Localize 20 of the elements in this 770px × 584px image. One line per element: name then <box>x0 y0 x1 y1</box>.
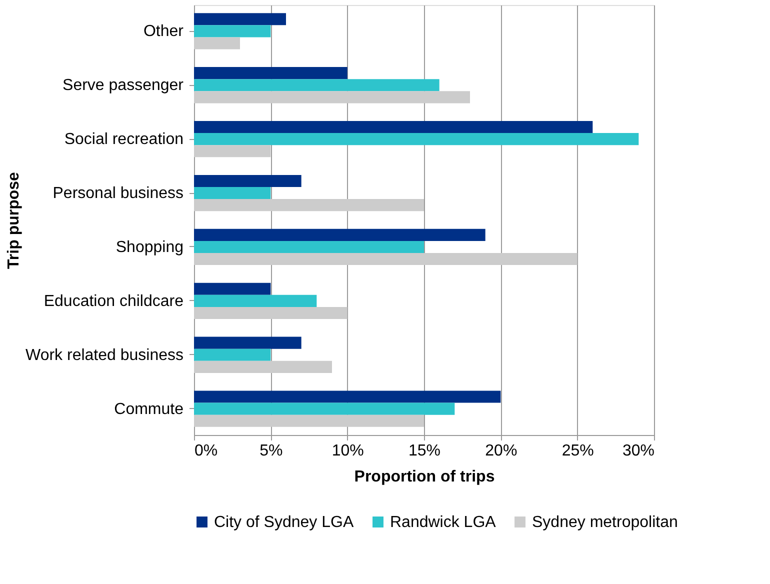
y-tick-label: Other <box>143 23 184 40</box>
y-tick-label: Shopping <box>116 238 184 256</box>
x-tick-label: 20% <box>485 442 518 460</box>
y-axis-title: Trip purpose <box>6 172 22 269</box>
y-tick-label: Work related business <box>26 346 184 364</box>
x-axis-title: Proportion of trips <box>354 468 495 486</box>
y-tick-label: Personal business <box>52 185 184 202</box>
y-tick-label: Commute <box>114 400 184 418</box>
y-tick-label: Social recreation <box>64 131 184 148</box>
x-tick-label: 5% <box>260 442 283 460</box>
x-tick-label: 10% <box>332 442 364 460</box>
x-tick-label: 0% <box>194 442 218 460</box>
legend-label: City of Sydney LGA <box>214 514 354 531</box>
legend-label: Randwick LGA <box>390 514 496 531</box>
x-tick-label: 25% <box>562 442 594 460</box>
y-tick-label: Education childcare <box>44 292 184 310</box>
y-tick-label: Serve passenger <box>62 77 184 94</box>
x-tick-label: 15% <box>408 442 441 460</box>
x-tick-label: 30% <box>622 442 654 460</box>
legend-label: Sydney metropolitan <box>532 514 678 531</box>
